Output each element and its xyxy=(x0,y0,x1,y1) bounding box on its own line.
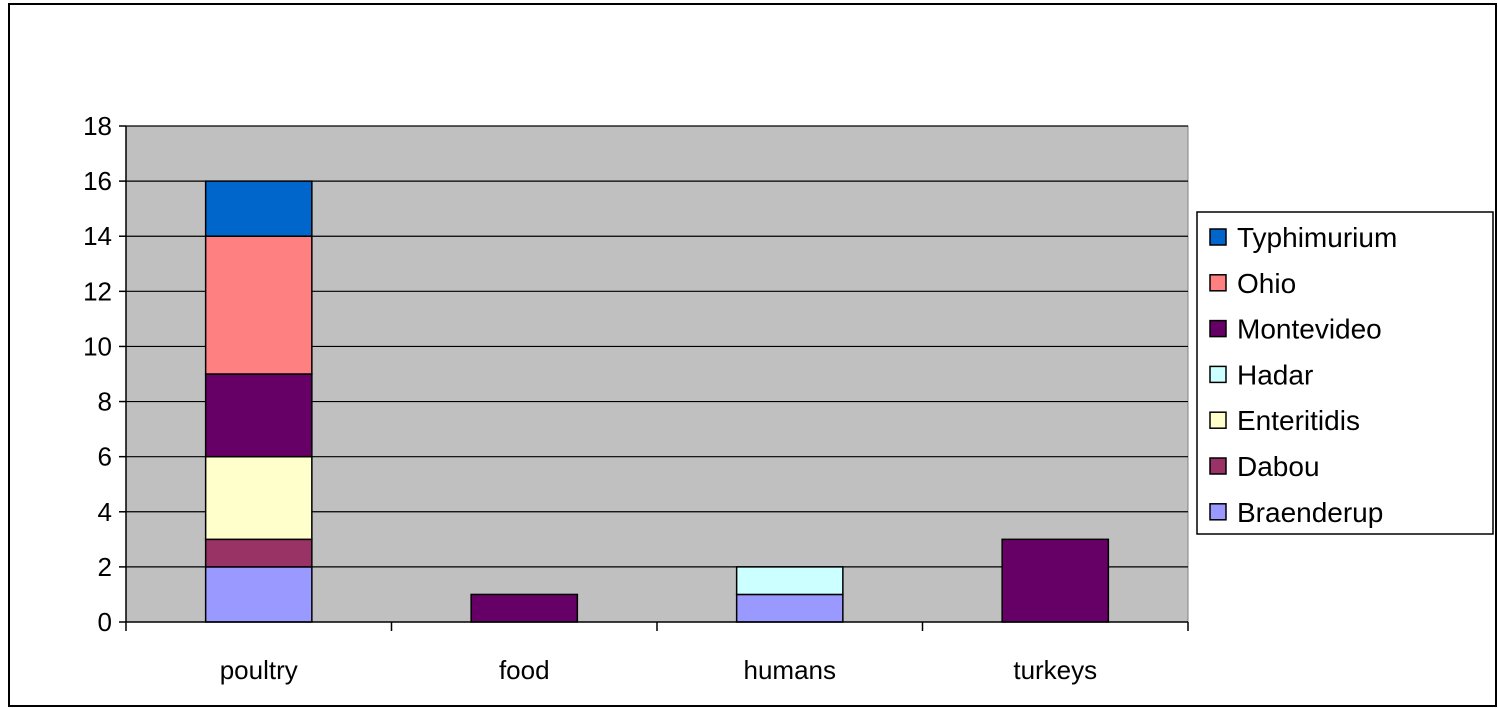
legend-label: Ohio xyxy=(1237,268,1296,299)
y-axis-tick-label: 16 xyxy=(83,166,112,196)
legend-swatch xyxy=(1209,319,1227,338)
bar-segment-poultry-dabou xyxy=(204,538,313,568)
y-axis-tick-label: 4 xyxy=(98,497,112,527)
y-axis-tick-label: 0 xyxy=(98,607,112,637)
legend-label: Hadar xyxy=(1237,359,1313,390)
bar-segment-poultry-braenderup xyxy=(204,566,313,623)
x-axis-tick-label: humans xyxy=(744,655,837,685)
legend-swatch xyxy=(1209,503,1227,521)
x-axis-tick-label: turkeys xyxy=(1013,655,1097,685)
bar-segment-poultry-enteritidis xyxy=(204,455,313,541)
bar-segment-poultry-ohio xyxy=(204,235,313,375)
y-axis-tick-labels: 0 2 4 6 8 10 12 14 16 18 xyxy=(83,111,112,637)
legend-swatch xyxy=(1209,365,1227,384)
bar-segment-food-montevideo xyxy=(470,593,579,623)
y-axis-tick-label: 8 xyxy=(98,387,112,417)
bar-segment-turkeys-montevideo xyxy=(1001,538,1110,623)
y-axis-tick-label: 18 xyxy=(83,111,112,141)
bar-segment-poultry-typhimurium xyxy=(204,180,313,237)
x-axis-tick-label: food xyxy=(499,655,550,685)
y-axis-tick-label: 14 xyxy=(83,221,112,251)
y-axis-tick-label: 12 xyxy=(83,276,112,306)
y-axis-tick-label: 10 xyxy=(83,331,112,361)
axes xyxy=(119,125,1189,631)
legend-swatch xyxy=(1209,228,1227,246)
legend-label: Montevideo xyxy=(1237,314,1382,345)
bar-segment-humans-braenderup xyxy=(735,593,844,623)
legend-swatch xyxy=(1209,274,1227,292)
bar-segment-poultry-montevideo xyxy=(204,373,313,458)
y-axis-tick-label: 6 xyxy=(98,442,112,472)
y-axis-tick-label: 2 xyxy=(98,552,112,582)
x-axis-tick-labels: poultry food humans turkeys xyxy=(220,655,1097,685)
legend-label: Dabou xyxy=(1237,451,1320,482)
x-axis-tick-label: poultry xyxy=(220,655,298,685)
legend-swatch xyxy=(1209,411,1227,429)
legend-label: Braenderup xyxy=(1237,497,1383,528)
legend: Typhimurium Ohio Montevideo Hadar Enteritidi… xyxy=(1196,211,1494,535)
bar-segment-humans-hadar xyxy=(735,566,844,596)
legend-label: Enteritidis xyxy=(1237,405,1360,436)
legend-label: Typhimurium xyxy=(1237,222,1397,253)
bars xyxy=(204,180,1110,623)
legend-swatch xyxy=(1209,457,1227,475)
legend-box xyxy=(1196,211,1494,535)
